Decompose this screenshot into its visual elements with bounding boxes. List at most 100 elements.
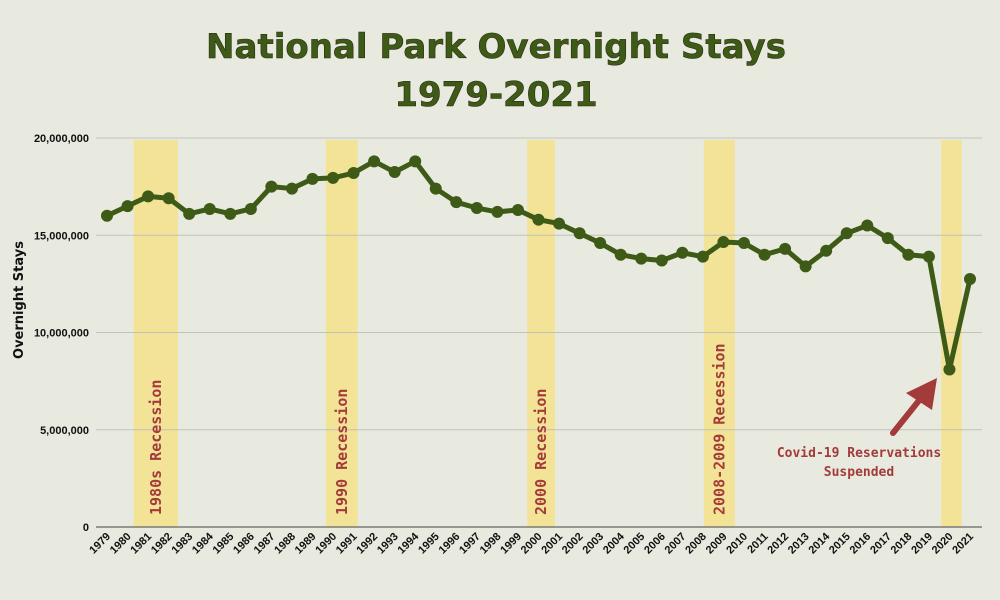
data-point [368,155,381,168]
recession-band [527,140,555,527]
x-tick-label: 1981 [128,531,154,557]
x-tick-label: 2013 [786,531,812,557]
recession-band [703,140,735,527]
data-point [635,252,648,265]
arrow-head-icon [906,378,937,410]
annotation-line2: Suspended [824,465,894,480]
data-point [183,207,196,220]
x-tick-label: 2002 [560,531,586,557]
recession-band [133,140,178,527]
data-point [553,217,566,230]
recession-band-label: 1980s Recession [147,380,165,515]
x-tick-label: 1998 [478,531,504,557]
y-tick-label: 0 [83,522,89,534]
x-tick-label: 2014 [806,530,832,556]
x-tick-label: 1980 [108,531,134,557]
data-point [861,219,874,232]
data-point [347,167,360,180]
data-point [964,273,976,286]
x-tick-label: 2016 [848,531,874,557]
data-point [306,172,319,185]
data-point [594,237,607,250]
data-point [943,363,956,376]
recession-band [325,140,358,527]
data-point [203,202,216,215]
x-tick-label: 2008 [683,531,709,557]
x-tick-label: 2009 [704,531,730,557]
data-point [470,202,483,215]
x-tick-label: 2001 [539,531,565,557]
x-tick-label: 2020 [930,531,956,557]
x-tick-label: 2018 [889,531,915,557]
chart-title-line2: 1979-2021 [394,75,597,115]
data-point [840,227,853,240]
y-tick-label: 10,000,000 [34,328,89,340]
x-tick-label: 2005 [622,531,648,557]
x-tick-label: 2010 [724,531,750,557]
data-point [429,182,442,195]
data-point [737,237,750,250]
x-tick-label: 1995 [416,531,442,557]
data-point [696,250,709,263]
data-point [717,236,730,249]
x-tick-label: 2012 [765,531,791,557]
data-point [614,248,627,261]
x-tick-label: 1987 [252,531,278,557]
y-axis-label: Overnight Stays [12,241,27,359]
data-point [820,244,833,257]
data-point [265,180,278,193]
x-tick-label: 2003 [580,531,606,557]
x-tick-label: 1985 [211,531,237,557]
x-tick-label: 1983 [170,531,196,557]
data-point [922,250,935,263]
x-tick-label: 1993 [375,531,401,557]
x-tick-label: 2017 [868,531,894,557]
data-point [511,203,524,216]
data-point [388,166,401,179]
data-point [655,254,668,267]
y-tick-label: 5,000,000 [40,425,89,437]
x-tick-label: 2019 [909,531,935,557]
x-tick-label: 1996 [437,531,463,557]
data-point [224,207,237,220]
data-point [881,232,894,245]
data-point [162,192,175,205]
chart-title-line1: National Park Overnight Stays [206,27,786,67]
data-point [142,190,155,203]
x-tick-label: 2000 [519,531,545,557]
data-point [327,171,340,184]
data-point [450,196,463,209]
x-tick-label: 1986 [231,531,257,557]
x-tick-label: 2011 [745,531,770,556]
data-point [244,202,257,215]
data-point [779,242,792,255]
x-tick-label: 2007 [663,531,689,557]
x-tick-label: 1979 [87,531,113,557]
x-tick-label: 1990 [313,531,339,557]
x-tick-label: 1994 [396,530,422,556]
data-point [573,227,586,240]
data-point [409,155,422,168]
data-point [285,182,298,195]
x-tick-label: 1992 [354,531,380,557]
x-tick-label: 2004 [601,530,627,556]
x-tick-label: 1999 [498,531,524,557]
data-point [902,248,915,261]
x-tick-label: 2006 [642,531,668,557]
x-tick-label: 1988 [272,531,298,557]
data-point [799,260,812,273]
data-point [758,248,771,261]
data-point [532,213,545,226]
x-tick-label: 1989 [293,531,319,557]
x-tick-label: 1982 [149,531,175,557]
annotation-line1: Covid-19 Reservations [777,446,941,461]
x-tick-label: 2015 [827,531,853,557]
recession-band-label: 1990 Recession [333,389,351,515]
data-point [121,200,134,213]
x-tick-label: 1984 [190,530,216,556]
recession-band-label: 2000 Recession [532,389,550,515]
y-tick-label: 20,000,000 [34,133,89,145]
y-tick-label: 15,000,000 [34,230,89,242]
data-point [676,246,689,259]
